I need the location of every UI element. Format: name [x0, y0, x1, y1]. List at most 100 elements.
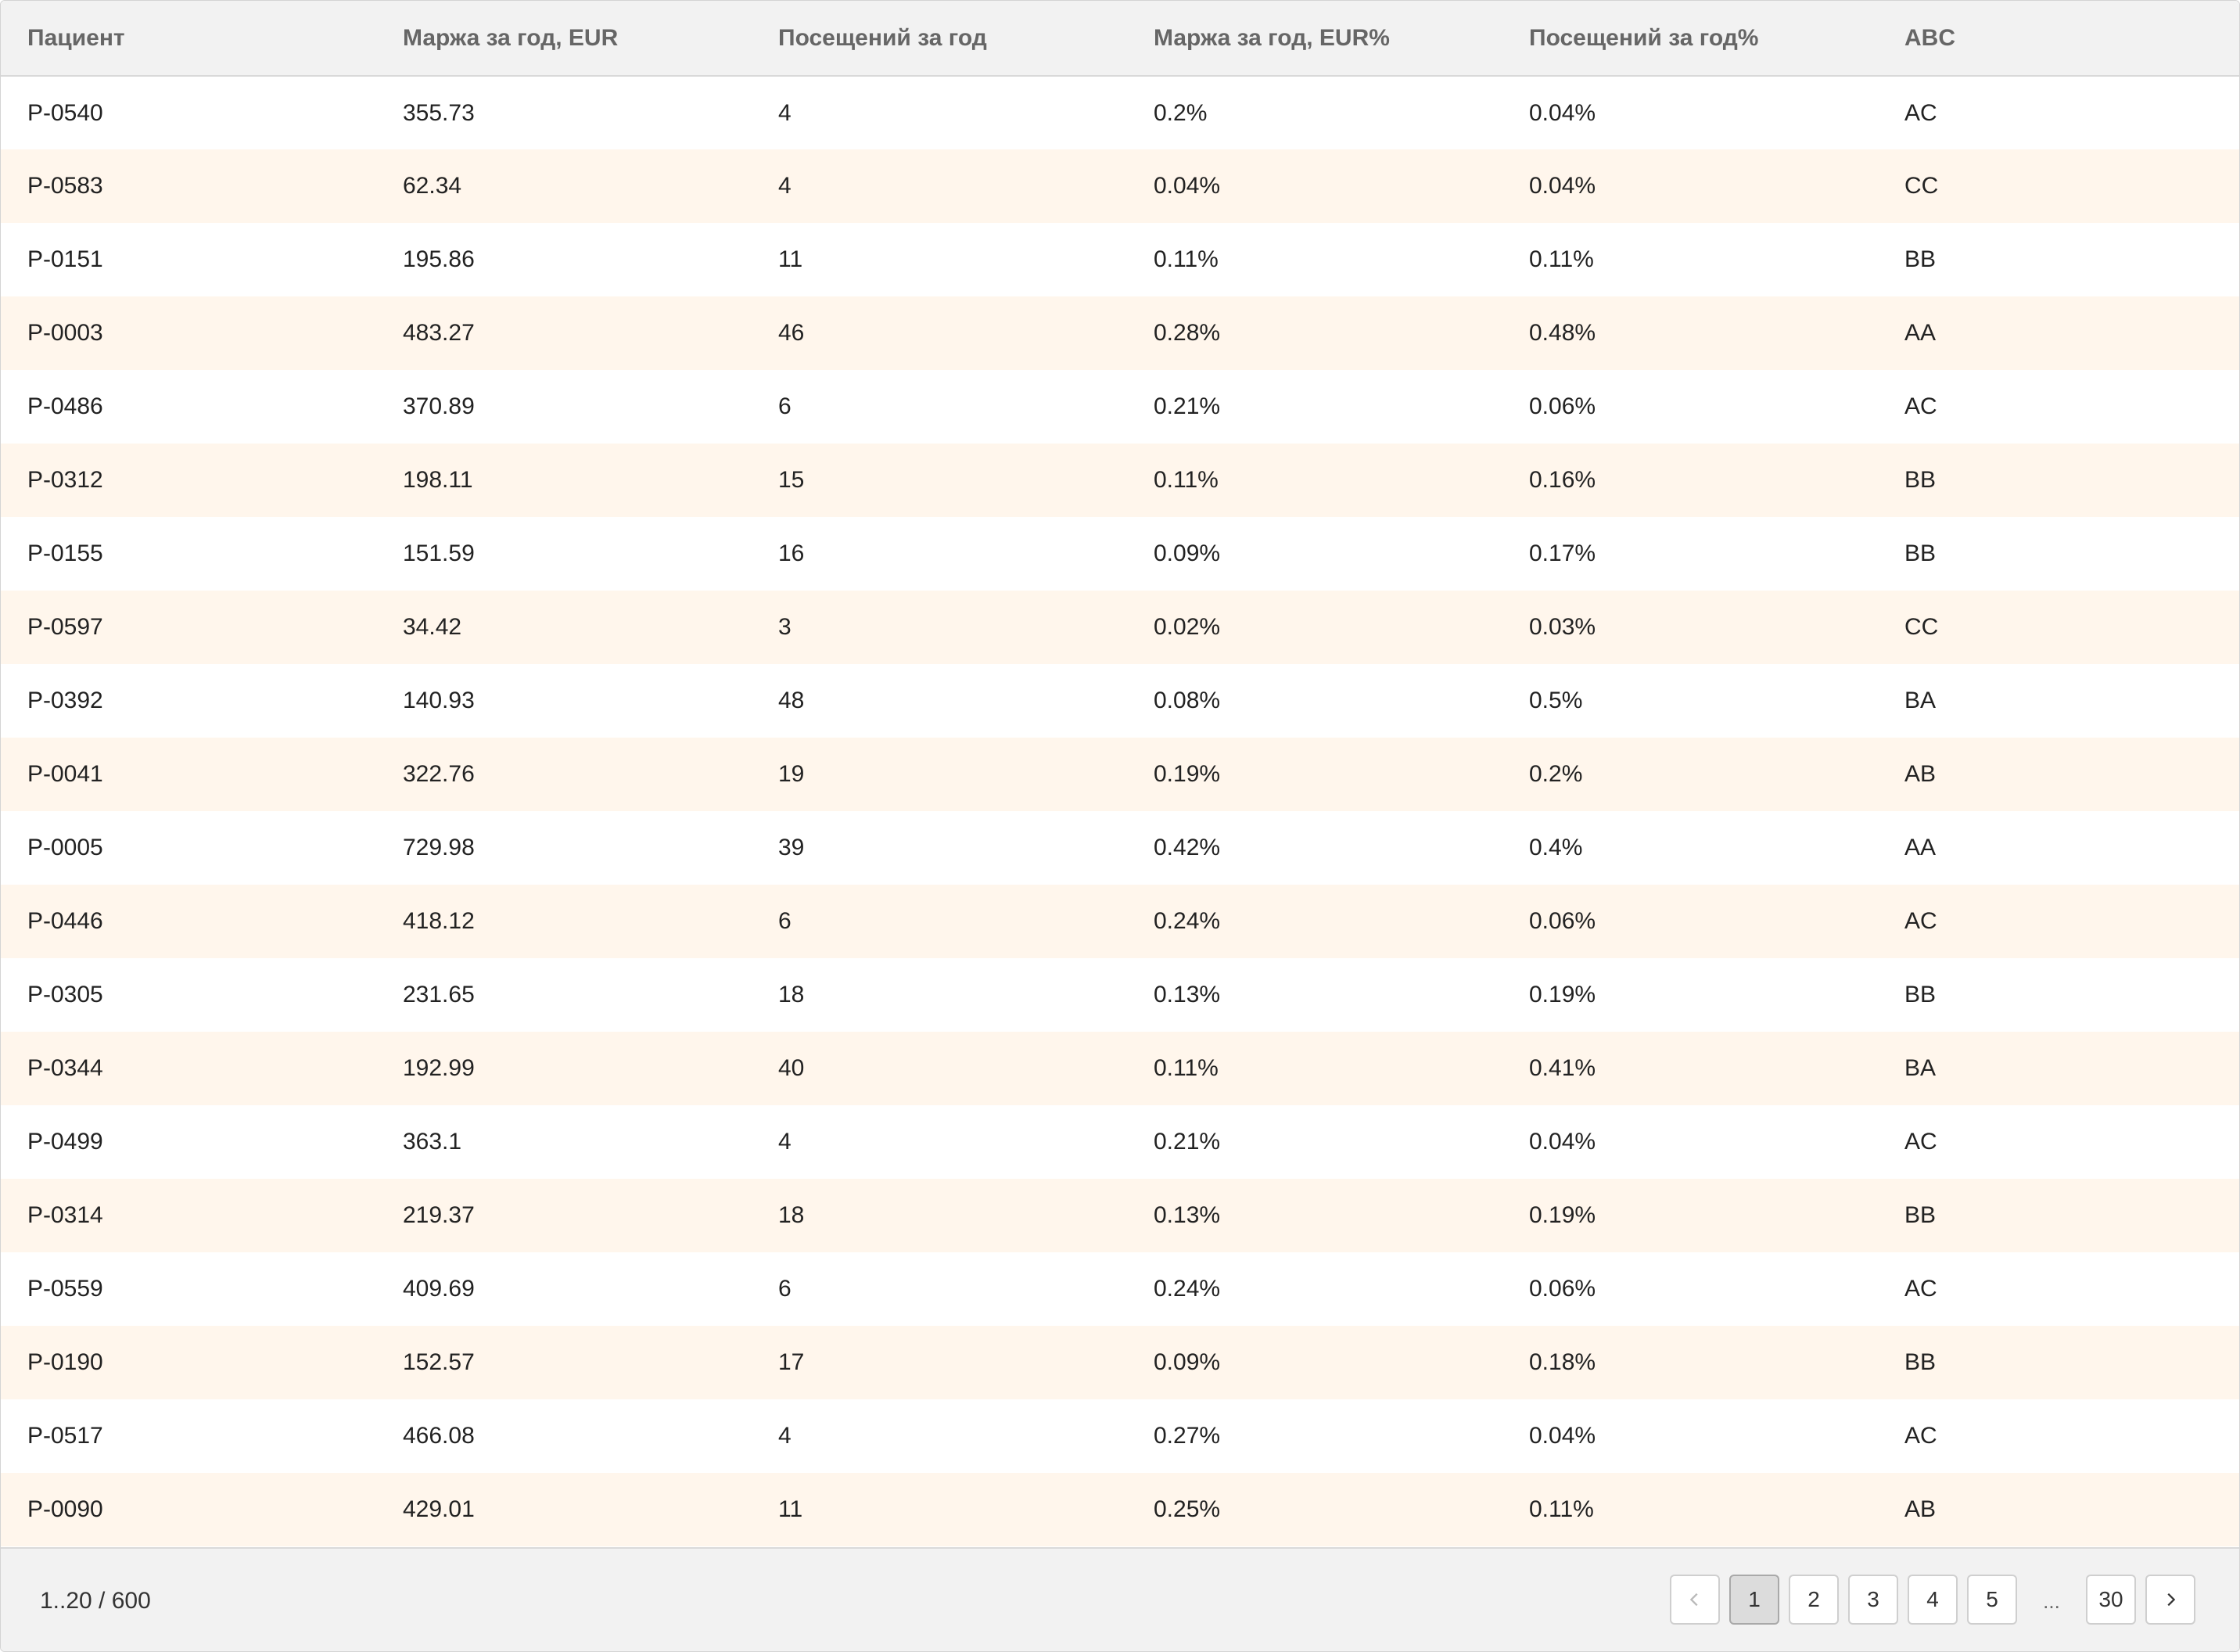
table-cell: 17 — [778, 1349, 805, 1375]
table-cell: 3 — [778, 614, 792, 640]
table-cell: 355.73 — [403, 99, 475, 126]
table-cell: 18 — [778, 1202, 805, 1228]
table-cell: 363.1 — [403, 1129, 462, 1155]
table-cell: 409.69 — [403, 1276, 475, 1302]
table-cell: 15 — [778, 467, 805, 493]
page-button-last[interactable]: 30 — [2086, 1575, 2136, 1625]
table-cell: 0.04% — [1529, 173, 1596, 199]
table-row[interactable]: P-0090 429.01 11 0.25% 0.11% AB — [1, 1473, 2239, 1546]
column-header[interactable]: Посещений за год — [752, 1, 1127, 77]
table-cell: AC — [1904, 908, 1937, 934]
table-cell: 0.19% — [1529, 982, 1596, 1007]
table-cell: 0.2% — [1529, 761, 1583, 787]
table-cell: 0.28% — [1154, 320, 1221, 346]
table-cell: 6 — [778, 1276, 792, 1302]
table-cell: 0.09% — [1154, 1349, 1221, 1375]
table-cell: P-0583 — [27, 173, 103, 199]
table-cell: AC — [1904, 393, 1937, 419]
column-header[interactable]: ABC — [1878, 1, 2239, 77]
table-row[interactable]: P-0540 355.73 4 0.2% 0.04% AC — [1, 76, 2239, 149]
table-cell: 0.19% — [1529, 1202, 1596, 1228]
table-cell: P-0392 — [27, 688, 103, 713]
table-cell: P-0446 — [27, 908, 103, 934]
table-cell: 0.11% — [1154, 246, 1219, 272]
table-cell: 0.19% — [1154, 761, 1221, 787]
table-row[interactable]: P-0151 195.86 11 0.11% 0.11% BB — [1, 223, 2239, 296]
chevron-left-icon — [1689, 1593, 1698, 1607]
table-cell: P-0041 — [27, 761, 103, 787]
table-cell: P-0344 — [27, 1055, 103, 1081]
table-cell: AA — [1904, 835, 1937, 860]
table-row[interactable]: P-0312 198.11 15 0.11% 0.16% BB — [1, 444, 2239, 517]
table-cell: BB — [1904, 1202, 1937, 1228]
table-cell: 429.01 — [403, 1496, 475, 1522]
table-cell: 0.27% — [1154, 1423, 1221, 1449]
table-cell: 231.65 — [403, 982, 475, 1007]
table-row[interactable]: P-0305 231.65 18 0.13% 0.19% BB — [1, 958, 2239, 1032]
table-cell: P-0151 — [27, 246, 103, 272]
page-button-4[interactable]: 4 — [1908, 1575, 1958, 1625]
table-row[interactable]: P-0392 140.93 48 0.08% 0.5% BA — [1, 664, 2239, 738]
table-cell: P-0540 — [27, 99, 103, 126]
table-cell: 0.11% — [1154, 467, 1219, 493]
table-row[interactable]: P-0517 466.08 4 0.27% 0.04% AC — [1, 1399, 2239, 1473]
table-cell: 0.13% — [1154, 1202, 1221, 1228]
table-cell: 152.57 — [403, 1349, 475, 1375]
table-cell: 0.08% — [1154, 688, 1221, 713]
page-button-5[interactable]: 5 — [1967, 1575, 2017, 1625]
table-row[interactable]: P-0314 219.37 18 0.13% 0.19% BB — [1, 1179, 2239, 1252]
table-cell: AB — [1904, 1496, 1937, 1522]
table-cell: 0.18% — [1529, 1349, 1596, 1375]
table-row[interactable]: P-0041 322.76 19 0.19% 0.2% AB — [1, 738, 2239, 811]
table-cell: P-0003 — [27, 320, 103, 346]
table-cell: 0.04% — [1154, 173, 1221, 199]
page-button-2[interactable]: 2 — [1789, 1575, 1839, 1625]
table-row[interactable]: P-0446 418.12 6 0.24% 0.06% AC — [1, 885, 2239, 958]
table-row[interactable]: P-0597 34.42 3 0.02% 0.03% CC — [1, 591, 2239, 664]
column-header[interactable]: Маржа за год, EUR% — [1127, 1, 1502, 77]
table-row[interactable]: P-0005 729.98 39 0.42% 0.4% AA — [1, 811, 2239, 885]
table-cell: 195.86 — [403, 246, 475, 272]
table-cell: 483.27 — [403, 320, 475, 346]
prev-page-button[interactable] — [1670, 1575, 1720, 1625]
table-cell: 6 — [778, 908, 792, 934]
table-cell: BB — [1904, 982, 1937, 1007]
table-row[interactable]: P-0583 62.34 4 0.04% 0.04% CC — [1, 149, 2239, 223]
table-cell: 0.13% — [1154, 982, 1221, 1007]
table-cell: 0.48% — [1529, 320, 1596, 346]
table-cell: AC — [1904, 1129, 1937, 1155]
table-row[interactable]: P-0155 151.59 16 0.09% 0.17% BB — [1, 517, 2239, 591]
table-cell: P-0559 — [27, 1276, 103, 1302]
table-row[interactable]: P-0559 409.69 6 0.24% 0.06% AC — [1, 1252, 2239, 1326]
table-cell: 11 — [778, 1496, 803, 1522]
table-cell: 39 — [778, 835, 805, 860]
table-row[interactable]: P-0190 152.57 17 0.09% 0.18% BB — [1, 1326, 2239, 1399]
range-label: 1..20 / 600 — [40, 1588, 151, 1614]
table-cell: 0.06% — [1529, 908, 1596, 934]
next-page-button[interactable] — [2145, 1575, 2195, 1625]
table-row[interactable]: P-0499 363.1 4 0.21% 0.04% AC — [1, 1105, 2239, 1179]
table-cell: AC — [1904, 1423, 1937, 1449]
column-header[interactable]: Посещений за год% — [1502, 1, 1878, 77]
column-header[interactable]: Пациент — [1, 1, 376, 77]
table-cell: 18 — [778, 982, 805, 1007]
table-cell: 0.24% — [1154, 1276, 1221, 1302]
table-cell: 192.99 — [403, 1055, 475, 1081]
table-cell: P-0305 — [27, 982, 103, 1007]
table-cell: 6 — [778, 393, 792, 419]
table-cell: 0.5% — [1529, 688, 1583, 713]
column-header[interactable]: Маржа за год, EUR — [376, 1, 752, 77]
table-cell: 140.93 — [403, 688, 475, 713]
table-header: Пациент Маржа за год, EUR Посещений за год… — [1, 1, 2239, 77]
table-cell: 0.41% — [1529, 1055, 1596, 1081]
page-button-3[interactable]: 3 — [1848, 1575, 1898, 1625]
table-cell: 0.04% — [1529, 1423, 1596, 1449]
table-row[interactable]: P-0486 370.89 6 0.21% 0.06% AC — [1, 370, 2239, 444]
table-row[interactable]: P-0003 483.27 46 0.28% 0.48% AA — [1, 296, 2239, 370]
patient-table: Пациент Маржа за год, EUR Посещений за год… — [1, 1, 2239, 1546]
table-cell: BA — [1904, 688, 1937, 713]
table-cell: 34.42 — [403, 614, 462, 640]
table-row[interactable]: P-0344 192.99 40 0.11% 0.41% BA — [1, 1032, 2239, 1105]
page-button-1[interactable]: 1 — [1729, 1575, 1779, 1625]
